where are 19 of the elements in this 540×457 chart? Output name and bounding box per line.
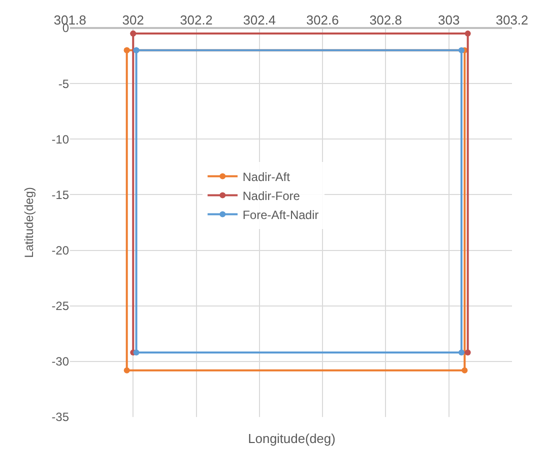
x-tick-label: 303.2 xyxy=(496,12,528,28)
x-tick-label: 303 xyxy=(438,12,460,28)
y-tick-label: -10 xyxy=(52,132,70,146)
y-tick-label: -20 xyxy=(52,243,70,258)
x-tick-label: 302.8 xyxy=(369,12,402,28)
y-axis-title: Latitude(deg) xyxy=(22,187,36,258)
y-tick-label: -25 xyxy=(52,299,70,314)
y-tick-label: -30 xyxy=(52,354,70,369)
legend-label: Fore-Aft-Nadir xyxy=(242,208,319,222)
x-tick-label: 302.2 xyxy=(180,12,213,28)
x-tick-label: 302 xyxy=(122,12,144,28)
y-tick-label: -15 xyxy=(52,188,70,202)
x-tick-label: 302.6 xyxy=(306,12,339,28)
legend-label: Nadir-Aft xyxy=(242,170,291,184)
x-tick-label: 302.4 xyxy=(243,12,276,28)
x-axis-title: Longitude(deg) xyxy=(248,431,336,446)
y-tick-label: -5 xyxy=(58,76,70,91)
y-tick-label: -35 xyxy=(52,410,70,424)
legend-label: Nadir-Fore xyxy=(242,188,300,203)
